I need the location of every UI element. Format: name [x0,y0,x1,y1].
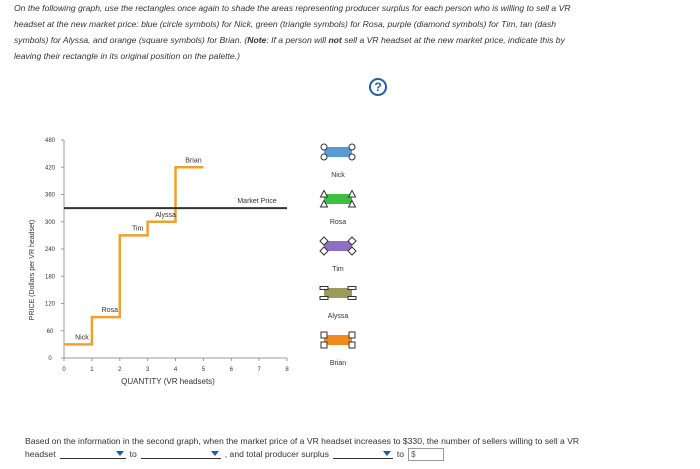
supply-curve [64,166,204,346]
x-tick-label: 3 [146,367,150,373]
step-label-brian: Brian [185,157,201,164]
diamond-handle-icon [347,246,357,256]
x-tick-label: 4 [174,367,178,373]
y-tick-label: 120 [45,302,56,308]
step-label-tim: Tim [132,225,144,232]
chevron-down-icon [382,451,391,456]
question-text-segment: to [129,449,137,459]
dash-handle-icon [319,286,329,290]
market-price-line: Market Price [64,198,287,210]
note-label: Note [247,35,267,45]
instructions-line-2: headset at the new market price: blue (c… [14,19,557,29]
palette-label: Rosa [330,219,346,226]
question-text: Based on the information in the second g… [25,436,580,446]
sellers-to-dropdown[interactable] [140,449,221,459]
question-text-segment: , and total producer surplus [224,449,329,459]
palette-item-brian[interactable]: Brian [320,331,356,367]
not-emphasis: not [328,35,342,45]
y-tick-label: 420 [45,165,56,171]
chevron-down-icon [210,451,219,456]
palette-rect [324,241,352,251]
surplus-dropdown[interactable] [332,449,393,459]
square-handle-icon [348,331,356,339]
triangle-handle-icon [347,199,357,208]
instructions-line-4: leaving their rectangle in its original … [14,51,240,61]
square-handle-icon [348,341,356,349]
sellers-dropdown[interactable] [59,449,126,459]
palette-item-tim[interactable]: Tim [319,236,357,273]
instructions: On the following graph, use the rectangl… [14,0,686,64]
surplus-amount-input[interactable]: $ [408,447,445,461]
chevron-down-icon [115,451,124,456]
question-text-segment: to [396,449,405,459]
dash-handle-icon [347,286,357,290]
instructions-line-3: symbols) for Alyssa, and orange (square … [14,32,686,48]
instructions-line-1: On the following graph, use the rectangl… [14,3,571,13]
x-tick-label: 1 [90,367,94,373]
step-label-alyssa: Alyssa [155,212,176,219]
palette-label: Nick [331,172,345,179]
palette-item-nick[interactable]: Nick [320,143,356,179]
dash-handle-icon [347,296,357,300]
palette-item-rosa[interactable]: Rosa [319,189,357,227]
palette-label: Alyssa [328,313,349,320]
palette-rect [324,335,352,345]
y-tick-label: 300 [45,220,56,226]
triangle-handle-icon [319,199,329,208]
palette-rect [324,288,352,298]
dollar-sign: $ [411,449,416,459]
square-handle-icon [320,331,328,339]
y-tick-label: 360 [45,193,56,199]
circle-handle-icon [320,153,328,161]
palette-label: Tim [332,266,344,273]
y-tick-label: 240 [45,247,56,253]
chart-ticks: 0 1 2 3 4 5 6 7 8 0 60 120 180 240 300 360 420 480 [45,138,289,373]
help-icon[interactable]: ? [369,78,387,96]
y-tick-label: 480 [45,138,56,144]
instructions-text: : If a person will [266,35,329,45]
dash-handle-icon [319,296,329,300]
x-tick-label: 0 [62,367,66,373]
triangle-handle-icon [347,189,357,198]
x-tick-label: 7 [257,367,261,373]
x-tick-label: 6 [230,367,234,373]
palette-label: Brian [330,360,346,367]
x-tick-label: 8 [285,367,289,373]
x-tick-label: 5 [202,367,206,373]
step-label-rosa: Rosa [102,307,118,314]
x-tick-label: 2 [118,367,122,373]
diamond-handle-icon [319,246,329,256]
circle-handle-icon [320,143,328,151]
supply-steps: Nick Rosa Tim Alyssa Brian [64,157,204,346]
y-tick-label: 60 [47,329,54,335]
square-handle-icon [320,341,328,349]
diamond-handle-icon [347,236,357,246]
diamond-handle-icon [319,236,329,246]
palette-rect [324,147,352,157]
circle-handle-icon [348,143,356,151]
question-line-2: headset to , and total producer surplus … [25,447,445,461]
triangle-handle-icon [319,189,329,198]
market-price-label: Market Price [237,198,276,205]
y-tick-label: 0 [48,356,52,362]
palette: Nick Rosa Tim Alyssa Brian [319,143,357,367]
palette-item-alyssa[interactable]: Alyssa [319,286,357,321]
y-tick-label: 180 [45,274,56,280]
instructions-text: symbols) for Alyssa, and orange (square … [14,35,248,45]
instructions-text: sell a VR headset at the new market pric… [341,35,565,45]
circle-handle-icon [348,153,356,161]
palette-rect [324,194,352,204]
y-axis-label: PRICE (Dollars per VR headset) [29,220,36,320]
question-text-segment: headset [25,449,56,459]
x-axis-label: QUANTITY (VR headsets) [121,377,215,386]
step-label-nick: Nick [75,334,89,341]
producer-surplus-chart: 0 1 2 3 4 5 6 7 8 0 60 120 180 240 300 360 420 480 Nick Ro… [29,138,357,386]
